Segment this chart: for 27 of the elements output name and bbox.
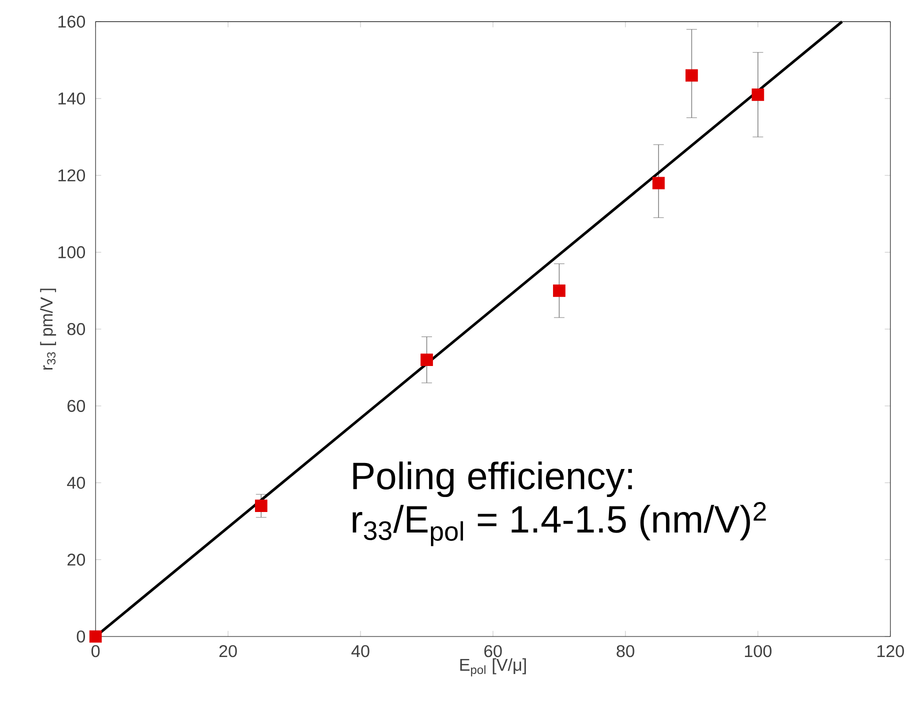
y-tick-label: 140 bbox=[58, 92, 86, 105]
x-tick-label: 0 bbox=[91, 645, 100, 658]
y-tick-label: 20 bbox=[68, 554, 86, 566]
point bbox=[420, 354, 433, 366]
annotation: Poling efficiency: bbox=[353, 462, 632, 498]
y-tick-label: 80 bbox=[67, 323, 86, 336]
point bbox=[89, 630, 102, 643]
y-tick-label: 40 bbox=[67, 476, 86, 490]
y-tick-label: 0 bbox=[76, 630, 86, 643]
point bbox=[686, 70, 698, 82]
y-tick-label: 60 bbox=[68, 400, 86, 412]
point bbox=[752, 88, 764, 102]
y-tick-label: 100 bbox=[58, 246, 86, 258]
x-tick-label: 100 bbox=[744, 645, 772, 658]
x-tick-label: 60 bbox=[484, 645, 502, 658]
x-tick-label: 20 bbox=[219, 645, 237, 658]
point bbox=[254, 500, 268, 512]
y-axis-title: r$_{33}$ [ pm/V ] bbox=[40, 288, 56, 370]
y-tick-label: 160 bbox=[58, 16, 86, 28]
point bbox=[553, 284, 566, 298]
x-tick-label: 40 bbox=[351, 645, 370, 658]
x-tick-label: 80 bbox=[616, 645, 634, 658]
y-tick-label: 120 bbox=[58, 170, 86, 182]
point bbox=[652, 177, 665, 190]
x-axis-title: E$_{pol}$ [V/μ] bbox=[460, 658, 526, 677]
x-tick-label: 120 bbox=[877, 645, 904, 658]
annotation: r$_{33}$/E$_{pol}$ = 1.4-1.5 (nm/V)$^{2}$ bbox=[352, 502, 766, 546]
